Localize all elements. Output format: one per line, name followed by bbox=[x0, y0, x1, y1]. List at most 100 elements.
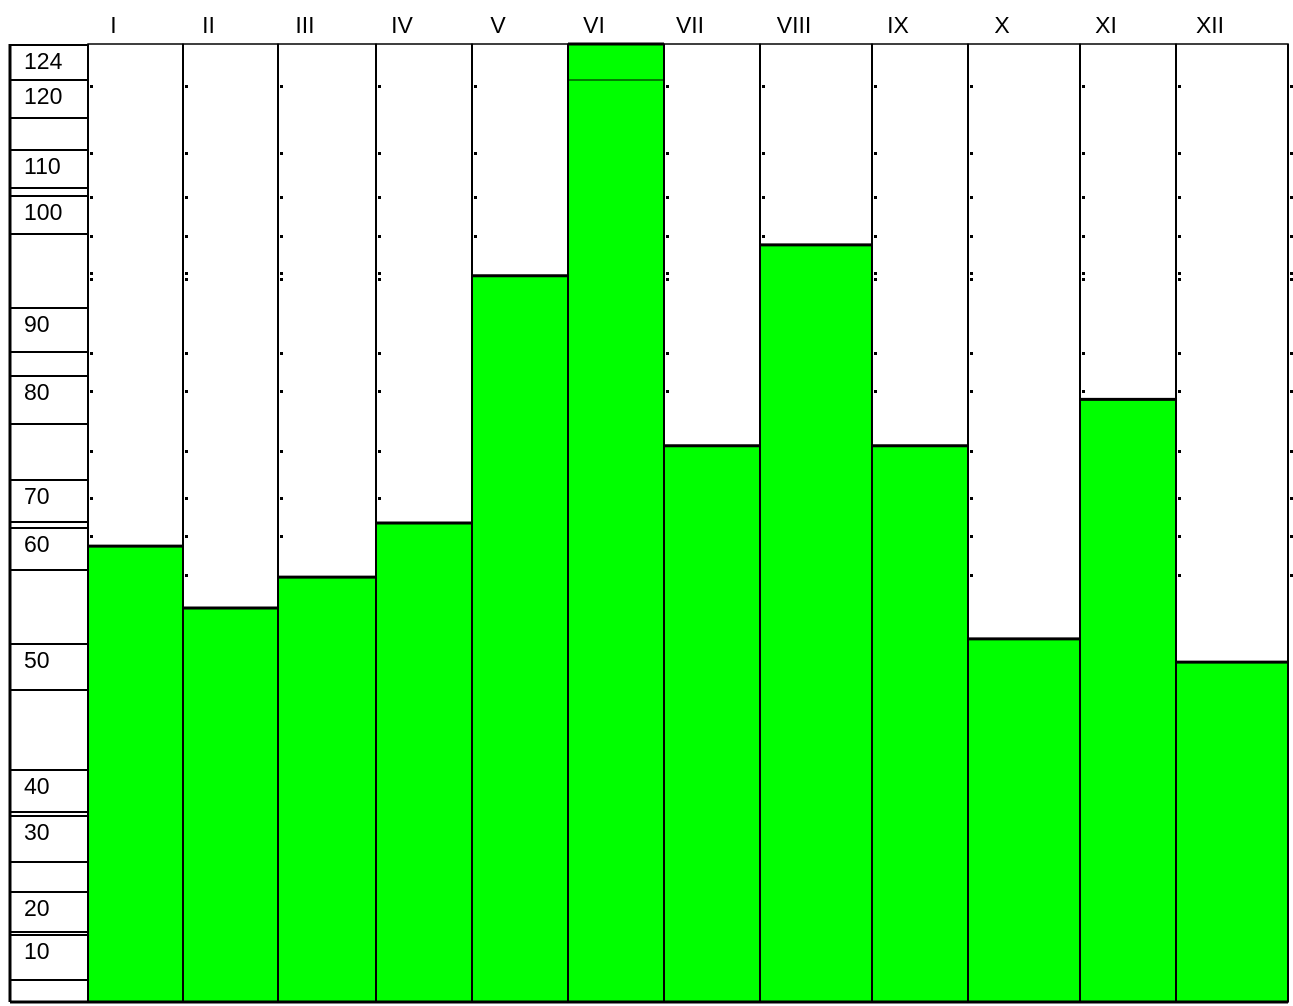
guide-dot bbox=[1290, 574, 1293, 577]
guide-dot bbox=[762, 235, 765, 238]
guide-dot bbox=[970, 278, 973, 281]
guide-dot bbox=[474, 196, 477, 199]
guide-dot bbox=[1178, 196, 1181, 199]
guide-dot bbox=[874, 272, 877, 275]
guide-dot bbox=[280, 272, 283, 275]
bar-II bbox=[182, 607, 279, 1003]
guide-dot bbox=[666, 85, 669, 88]
guide-dot bbox=[1178, 272, 1181, 275]
y-tick-label: 90 bbox=[24, 311, 50, 337]
bar-VI bbox=[567, 43, 665, 1003]
guide-dot bbox=[280, 450, 283, 453]
bar-X bbox=[967, 638, 1081, 1003]
guide-dot bbox=[280, 235, 283, 238]
guide-dot bbox=[1082, 196, 1085, 199]
guide-dot bbox=[874, 152, 877, 155]
guide-dot bbox=[185, 235, 188, 238]
guide-dot bbox=[1290, 85, 1293, 88]
guide-dot bbox=[1082, 85, 1085, 88]
guide-dot bbox=[666, 352, 669, 355]
guide-dot bbox=[474, 85, 477, 88]
guide-dot bbox=[185, 196, 188, 199]
guide-dot bbox=[378, 272, 381, 275]
guide-dot bbox=[970, 196, 973, 199]
guide-dot bbox=[1178, 450, 1181, 453]
category-label: V bbox=[490, 12, 506, 38]
guide-dot bbox=[1082, 390, 1085, 393]
guide-dot bbox=[90, 235, 93, 238]
bars-group bbox=[10, 42, 1289, 1004]
guide-dot bbox=[874, 278, 877, 281]
guide-dot bbox=[874, 390, 877, 393]
guide-dot bbox=[762, 196, 765, 199]
guide-dot bbox=[1290, 278, 1293, 281]
bar-IX bbox=[871, 445, 969, 1003]
guide-dot bbox=[1290, 152, 1293, 155]
y-tick-label: 110 bbox=[24, 153, 61, 179]
guide-dot bbox=[185, 450, 188, 453]
guide-dot bbox=[378, 85, 381, 88]
guide-dot bbox=[1082, 235, 1085, 238]
guide-dot bbox=[185, 272, 188, 275]
guide-dot bbox=[90, 152, 93, 155]
guide-dot bbox=[1290, 450, 1293, 453]
y-tick-label: 124 bbox=[24, 48, 63, 74]
bar-VIII bbox=[759, 244, 873, 1003]
guide-dot bbox=[874, 196, 877, 199]
dotted-guides bbox=[90, 85, 1293, 577]
y-tick-label: 30 bbox=[24, 819, 50, 845]
guide-dot bbox=[280, 196, 283, 199]
y-tick-label: 40 bbox=[24, 773, 50, 799]
guide-dot bbox=[280, 278, 283, 281]
guide-dot bbox=[185, 152, 188, 155]
bar-I bbox=[87, 545, 184, 1003]
guide-dot bbox=[474, 152, 477, 155]
guide-dot bbox=[90, 85, 93, 88]
guide-dot bbox=[1082, 152, 1085, 155]
guide-dot bbox=[1178, 85, 1181, 88]
guide-dot bbox=[280, 85, 283, 88]
y-tick-label: 60 bbox=[24, 531, 50, 557]
guide-dot bbox=[1178, 278, 1181, 281]
guide-dot bbox=[90, 352, 93, 355]
guide-dot bbox=[378, 352, 381, 355]
y-tick-label: 80 bbox=[24, 379, 50, 405]
guide-dot bbox=[1082, 272, 1085, 275]
guide-dot bbox=[874, 85, 877, 88]
guide-dot bbox=[378, 390, 381, 393]
guide-dot bbox=[1290, 535, 1293, 538]
guide-dot bbox=[378, 235, 381, 238]
guide-dot bbox=[1178, 152, 1181, 155]
guide-dot bbox=[1290, 235, 1293, 238]
guide-dot bbox=[970, 497, 973, 500]
category-label: IX bbox=[887, 12, 909, 38]
guide-dot bbox=[1178, 535, 1181, 538]
guide-dot bbox=[666, 272, 669, 275]
guide-dot bbox=[90, 196, 93, 199]
guide-dot bbox=[970, 535, 973, 538]
guide-dot bbox=[185, 574, 188, 577]
guide-dot bbox=[378, 196, 381, 199]
guide-dot bbox=[280, 390, 283, 393]
guide-dot bbox=[90, 272, 93, 275]
bar-XII bbox=[1175, 661, 1289, 1003]
guide-dot bbox=[1178, 574, 1181, 577]
guide-dot bbox=[280, 152, 283, 155]
guide-dot bbox=[90, 497, 93, 500]
guide-dot bbox=[185, 85, 188, 88]
bar-IV bbox=[375, 522, 473, 1003]
category-label: IV bbox=[391, 12, 413, 38]
category-label: VII bbox=[676, 12, 704, 38]
guide-dot bbox=[1178, 235, 1181, 238]
guide-dot bbox=[474, 235, 477, 238]
category-labels: I II III IV V VI VII VIII IX X XI XII bbox=[110, 12, 1224, 38]
guide-dot bbox=[666, 196, 669, 199]
guide-dot bbox=[1290, 390, 1293, 393]
guide-dot bbox=[970, 390, 973, 393]
guide-dot bbox=[874, 235, 877, 238]
category-label: X bbox=[994, 12, 1009, 38]
guide-dot bbox=[1290, 352, 1293, 355]
bar-VII bbox=[663, 445, 761, 1003]
bar-XI bbox=[1079, 398, 1177, 1003]
guide-dot bbox=[185, 390, 188, 393]
